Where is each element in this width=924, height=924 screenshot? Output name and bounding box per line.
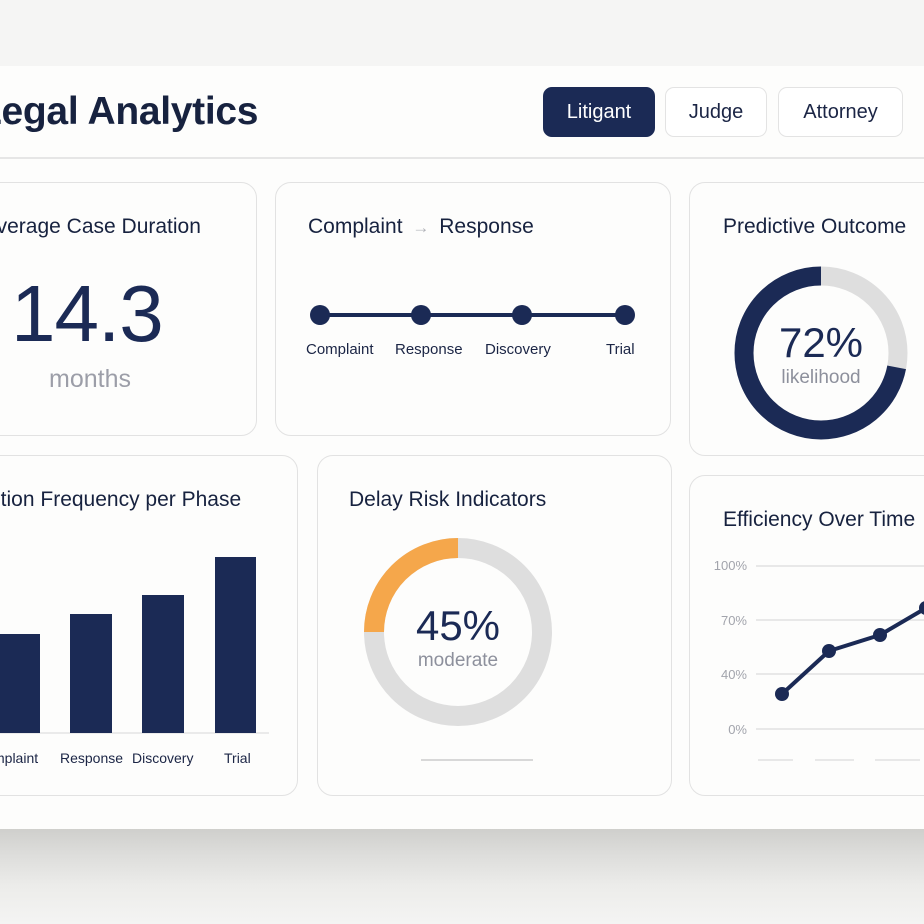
y-tick: 100% [713,558,747,573]
tab-attorney[interactable]: Attorney [778,87,903,137]
y-tick: 0% [728,722,747,737]
tab-judge[interactable]: Judge [665,87,767,137]
line-point [873,628,887,642]
timeline-node-complaint [310,305,330,325]
card-predictive-outcome: Predictive Outcome 72% likelihood [689,182,924,456]
timeline-title-to: Response [439,215,534,238]
y-tick: 40% [720,667,747,682]
motion-frequency-bar-chart [0,557,269,734]
card-title: otion Frequency per Phase [0,488,242,511]
efficiency-line-chart [756,565,924,761]
card-title: Predictive Outcome [723,215,907,238]
predictive-value: 72% [778,319,864,366]
bar-label: Discovery [132,750,194,766]
header-divider [0,157,924,159]
card-title: Complaint → Response [308,215,534,239]
timeline-track [310,305,635,325]
delay-risk-label: moderate [417,650,499,671]
line-point [919,601,924,615]
card-delay-risk: Delay Risk Indicators 45% moderate [317,455,672,796]
timeline-step-label: Discovery [485,341,551,358]
bar-label: mplaint [0,750,39,766]
card-footer-line [421,759,533,761]
bar-label: Trial [224,750,251,766]
timeline-step-label: Trial [606,341,635,358]
timeline-node-discovery [512,305,532,325]
card-motion-frequency: otion Frequency per Phase mplaint Respon… [0,455,298,796]
card-efficiency-over-time: Efficiency Over Time 100% 70% 40% 0% [689,475,924,796]
arrow-right-icon: → [412,218,430,237]
card-title: Efficiency Over Time [723,508,916,531]
bar-label: Response [60,750,124,766]
timeline-step-label: Complaint [306,341,374,358]
card-average-case-duration: Average Case Duration 14.3 months [0,182,257,436]
timeline-node-trial [615,305,635,325]
card-title: Average Case Duration [0,215,201,238]
duration-value: 14.3 [11,269,164,358]
duration-unit: months [49,365,131,393]
timeline-step-label: Response [395,341,463,358]
line-point [822,644,836,658]
page-title: Legal Analytics [0,90,259,133]
predictive-label: likelihood [781,367,861,388]
tab-litigant[interactable]: Litigant [543,87,655,137]
bar-complaint [0,634,40,733]
bar-response [70,614,112,733]
timeline-node-response [411,305,431,325]
y-tick: 70% [720,613,747,628]
bar-discovery [142,595,184,733]
card-title: Delay Risk Indicators [349,488,547,511]
timeline-title-from: Complaint [308,215,403,238]
delay-risk-value: 45% [415,602,501,649]
card-case-timeline: Complaint → Response Complaint Response … [275,182,671,436]
backdrop-shadow [0,829,924,924]
delay-risk-donut [364,538,552,726]
bar-trial [215,557,256,733]
predictive-donut [734,266,908,440]
line-point [775,687,789,701]
